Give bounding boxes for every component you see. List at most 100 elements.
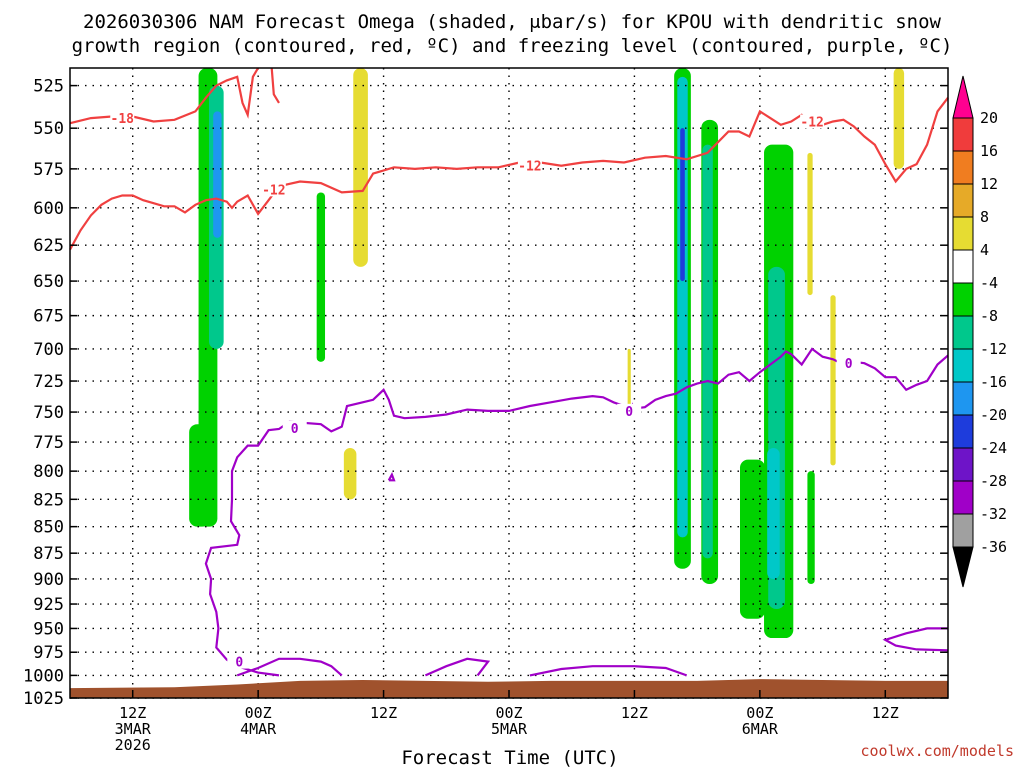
freezing-contour-line-1 (387, 471, 396, 482)
omega-shade-4 (316, 192, 326, 362)
colorbar-box-11 (952, 480, 974, 515)
contour-label-bg-3 (800, 114, 825, 129)
colorbar-box-10 (952, 447, 974, 482)
colorbar-box-5 (952, 282, 974, 317)
omega-shade-9 (677, 76, 688, 538)
colorbar-label-9: -20 (980, 406, 1007, 424)
colorbar-label-1: 16 (980, 142, 998, 160)
contour-label-bg-5 (617, 403, 642, 418)
grid-layer (70, 68, 948, 699)
contour-label-bg-4 (282, 420, 307, 435)
credit-text[interactable]: coolwx.com/models (860, 742, 1014, 760)
colorbar-label-6: -8 (980, 307, 998, 325)
contour-label-bg-1 (261, 182, 286, 197)
omega-shade-5 (353, 68, 368, 267)
omega-shade-17 (807, 152, 813, 296)
omega-shade-10 (680, 128, 685, 282)
y-tick-label-975: 975 (33, 643, 64, 663)
x-tick-label-3-0: 00Z (495, 704, 522, 722)
y-tick-label-800: 800 (33, 462, 64, 482)
contour-layer: -18 -12 -12 -12 0 0 0 0 (69, 67, 949, 677)
x-tick-label-0-0: 12Z (119, 704, 146, 722)
y-tick-label-750: 750 (33, 403, 64, 423)
contour-label-2: -12 (518, 160, 541, 175)
omega-shade-12 (702, 144, 713, 559)
colorbar-box-3 (952, 216, 974, 251)
x-tick-label-3-1: 5MAR (491, 720, 528, 738)
y-tick-label-850: 850 (33, 518, 64, 538)
axes-layer: 525 550 575 600 625 650 675 700 725 750 775 800 825 8… (23, 67, 949, 754)
freezing-contour-line-6 (882, 627, 949, 652)
contour-label-bg-2 (517, 158, 542, 173)
colorbar-label-3: 8 (980, 208, 989, 226)
x-tick-label-0-2: 2026 (115, 736, 151, 754)
y-tick-label-700: 700 (33, 340, 64, 360)
chart-title-line-1: 2026030306 NAM Forecast Omega (shaded, μ… (83, 11, 941, 33)
y-tick-label-775: 775 (33, 433, 64, 453)
colorbar-box-6 (952, 315, 974, 350)
x-tick-label-1-0: 00Z (245, 704, 272, 722)
contour-label-7: 0 (845, 357, 853, 372)
ground-layer (70, 679, 948, 698)
freezing-contour-line-3 (236, 657, 343, 677)
omega-shade-13 (739, 459, 766, 619)
y-tick-label-650: 650 (33, 272, 64, 292)
contour-label-5: 0 (625, 405, 633, 420)
chart-title-line-2: growth region (contoured, red, ºC) and f… (72, 35, 953, 57)
omega-shade-20 (893, 68, 905, 169)
y-tick-label-825: 825 (33, 490, 64, 510)
colorbar-box-9 (952, 414, 974, 449)
omega-shade-18 (830, 295, 836, 466)
colorbar-label-0: 20 (980, 109, 998, 127)
colorbar-label-5: -4 (980, 274, 998, 292)
ground-terrain (70, 679, 948, 698)
y-tick-label-950: 950 (33, 619, 64, 639)
omega-shade-3 (189, 424, 211, 527)
colorbar-label-8: -16 (980, 373, 1007, 391)
omega-shade-2 (213, 111, 222, 238)
y-tick-label-675: 675 (33, 307, 64, 327)
y-tick-label-1025: 1025 (23, 689, 64, 709)
omega-shade-6 (343, 447, 357, 500)
x-tick-label-0-1: 3MAR (115, 720, 152, 738)
contour-label-bg-6 (227, 654, 252, 669)
contour-label-6: 0 (235, 656, 243, 671)
colorbar-box-7 (952, 348, 974, 383)
y-tick-label-600: 600 (33, 199, 64, 219)
contour-label-bg-7 (836, 356, 861, 371)
x-tick-label-2-0: 12Z (370, 704, 397, 722)
contour-label-0: -18 (111, 112, 135, 127)
y-tick-label-900: 900 (33, 570, 64, 590)
x-tick-label-4-0: 12Z (621, 704, 648, 722)
colorbar-top-arrow (952, 75, 974, 119)
temp-contour-line-2 (270, 67, 280, 104)
colorbar-box-12 (952, 513, 974, 548)
y-tick-label-875: 875 (33, 544, 64, 564)
y-tick-label-575: 575 (33, 160, 64, 180)
colorbar-bottom-arrow (952, 546, 974, 588)
colorbar-box-2 (952, 183, 974, 218)
colorbar-label-13: -36 (980, 538, 1007, 556)
y-tick-label-925: 925 (33, 595, 64, 615)
freezing-contour-line-0 (204, 347, 949, 677)
contour-label-bg-0 (110, 111, 135, 126)
temp-contour-line-1 (69, 97, 949, 251)
omega-shade-7 (627, 348, 631, 406)
colorbar: 20 16 12 8 4 -4 -8 -12 -16 -20 -24 -28 -32 -36 (952, 75, 1007, 588)
x-tick-label-1-1: 4MAR (240, 720, 277, 738)
x-tick-label-5-1: 6MAR (742, 720, 779, 738)
y-tick-label-625: 625 (33, 236, 64, 256)
colorbar-label-7: -12 (980, 340, 1007, 358)
freezing-contour-line-4 (424, 657, 491, 677)
colorbar-label-10: -24 (980, 439, 1007, 457)
x-tick-label-6-0: 12Z (872, 704, 899, 722)
contour-label-1: -12 (262, 183, 285, 198)
y-tick-label-725: 725 (33, 372, 64, 392)
colorbar-box-8 (952, 381, 974, 416)
colorbar-label-12: -32 (980, 505, 1007, 523)
colorbar-box-0 (952, 117, 974, 152)
contour-label-3: -12 (800, 116, 823, 131)
temp-contour-line-0 (69, 67, 260, 125)
